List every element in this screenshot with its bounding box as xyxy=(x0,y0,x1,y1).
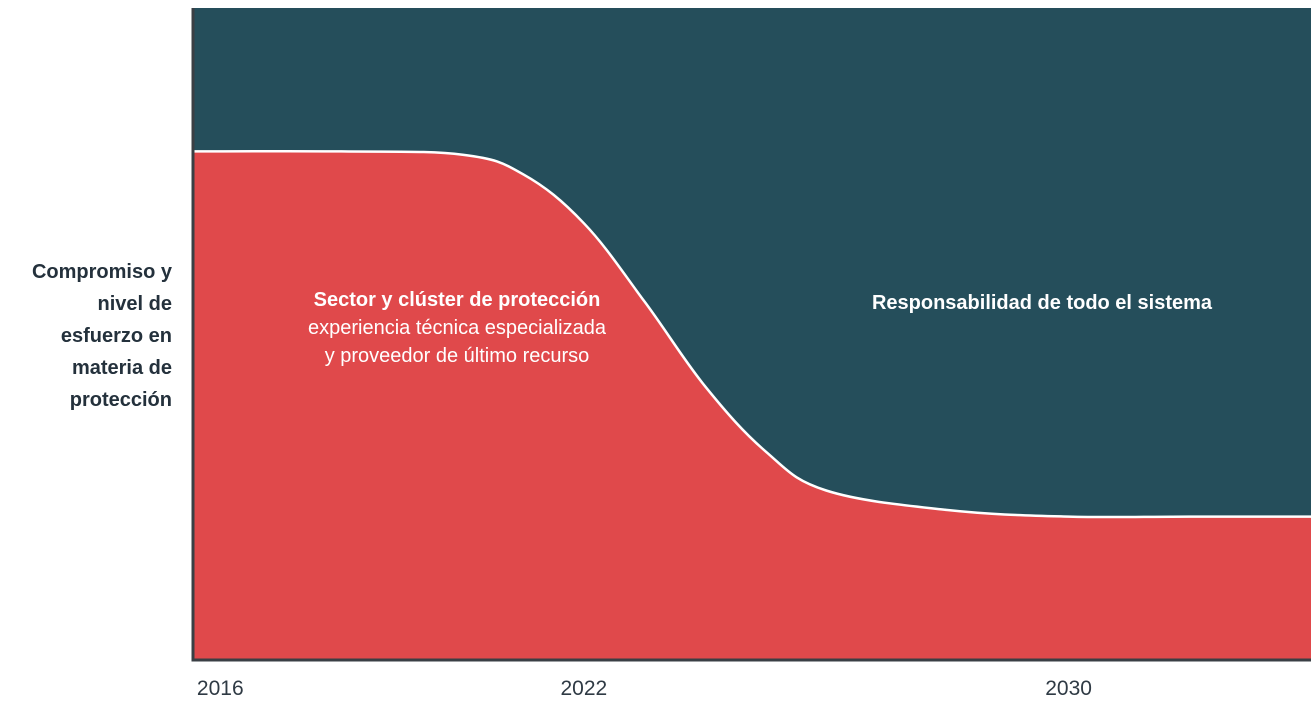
series-label-system: Responsabilidad de todo el sistema xyxy=(872,289,1212,317)
series-description-line: experiencia técnica especializada xyxy=(308,317,606,339)
x-tick-label: 2022 xyxy=(560,677,608,700)
y-axis-label: Compromiso y nivel de esfuerzo en materi… xyxy=(0,256,172,416)
y-axis-label-line: materia de xyxy=(71,357,172,379)
y-axis-label-line: esfuerzo en xyxy=(60,325,172,347)
y-axis-label-line: nivel de xyxy=(97,293,172,315)
series-description-line: y proveedor de último recurso xyxy=(324,345,590,367)
series-name-system: Responsabilidad de todo el sistema xyxy=(871,292,1213,314)
series-name-sector: Sector y clúster de protección xyxy=(313,289,601,311)
x-tick-label: 2030 xyxy=(1045,677,1092,700)
boundary-line xyxy=(192,149,1311,519)
y-axis-label-line: Compromiso y xyxy=(31,261,172,283)
x-tick-label: 2016 xyxy=(196,677,244,700)
y-axis-label-line: protección xyxy=(69,389,172,411)
series-label-sector: Sector y clúster de protección experienc… xyxy=(308,286,606,370)
area-sector-cluster-proteccion xyxy=(193,151,1311,660)
